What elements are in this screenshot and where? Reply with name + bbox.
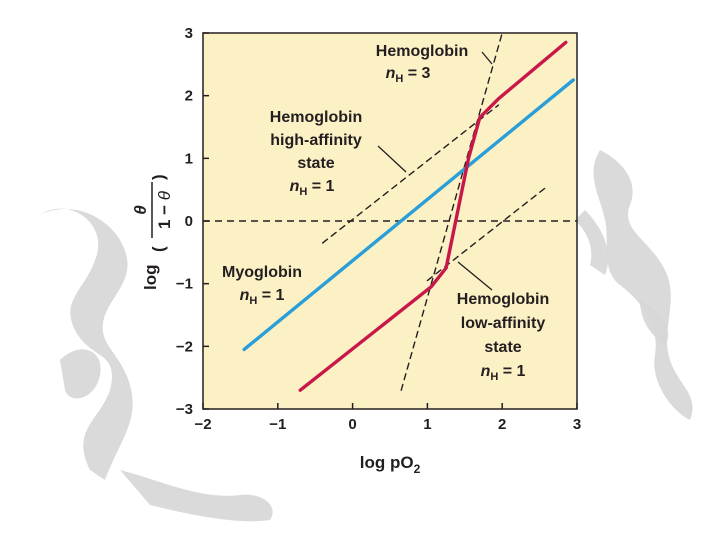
x-tick-label: 0 bbox=[348, 416, 356, 433]
annotation-leader-line bbox=[481, 51, 493, 65]
x-tick-label: 2 bbox=[498, 416, 506, 433]
svg-text:(: ( bbox=[149, 246, 168, 252]
y-tick-label: 1 bbox=[185, 150, 193, 167]
x-tick-label: 3 bbox=[573, 416, 581, 433]
series-line-hemoglobin-nh-3 bbox=[400, 32, 503, 391]
series-line-hemoglobin bbox=[298, 40, 568, 392]
annotation-hemoglobin-nh3: Hemoglobin nH = 3 bbox=[376, 43, 468, 85]
annotation-low-affinity-line3: state bbox=[484, 339, 521, 356]
annotation-hemoglobin-nh3-line1: Hemoglobin bbox=[376, 43, 468, 60]
series-line-hemoglobin-high-affinity-state bbox=[321, 104, 500, 244]
annotation-high-affinity-line2: high-affinity bbox=[270, 132, 362, 149]
x-axis-label: log pO2 bbox=[360, 453, 421, 476]
x-tick-label: −1 bbox=[269, 416, 286, 433]
annotation-low-affinity-line2: low-affinity bbox=[461, 315, 546, 332]
y-tick-label: −3 bbox=[176, 401, 193, 418]
leader-layer bbox=[377, 51, 493, 291]
annotation-high-affinity-line3: state bbox=[297, 155, 334, 172]
annotation-high-affinity-line1: Hemoglobin bbox=[270, 109, 362, 126]
y-tick-label: 0 bbox=[185, 213, 193, 230]
y-tick-label: −2 bbox=[176, 338, 193, 355]
x-tick-label: −2 bbox=[194, 416, 211, 433]
x-tick-label: 1 bbox=[423, 416, 431, 433]
annotation-myoglobin-line1: Myoglobin bbox=[222, 264, 302, 281]
series-line-myoglobin bbox=[242, 78, 575, 352]
series-layer bbox=[242, 32, 575, 392]
svg-text:): ) bbox=[149, 174, 168, 180]
ribbon-watermark-right bbox=[575, 150, 693, 420]
annotation-low-affinity-line1: Hemoglobin bbox=[457, 291, 549, 308]
y-tick-label: −1 bbox=[176, 276, 193, 293]
ribbon-watermark-left bbox=[40, 208, 273, 522]
svg-text:1 − θ: 1 − θ bbox=[155, 190, 174, 229]
annotation-leader-line bbox=[457, 261, 493, 291]
annotation-high-affinity: Hemoglobin high-affinity state nH = 1 bbox=[270, 109, 362, 198]
svg-text:θ: θ bbox=[131, 205, 150, 215]
annotation-leader-line bbox=[377, 145, 407, 173]
svg-text:log: log bbox=[141, 265, 160, 291]
annotation-low-affinity: Hemoglobin low-affinity state nH = 1 bbox=[457, 291, 549, 383]
y-tick-label: 2 bbox=[185, 88, 193, 105]
y-axis-label: log ( θ 1 − θ ) bbox=[131, 174, 174, 290]
annotation-hemoglobin-nh3-line2: nH = 3 bbox=[386, 65, 431, 85]
y-tick-label: 3 bbox=[185, 25, 193, 42]
